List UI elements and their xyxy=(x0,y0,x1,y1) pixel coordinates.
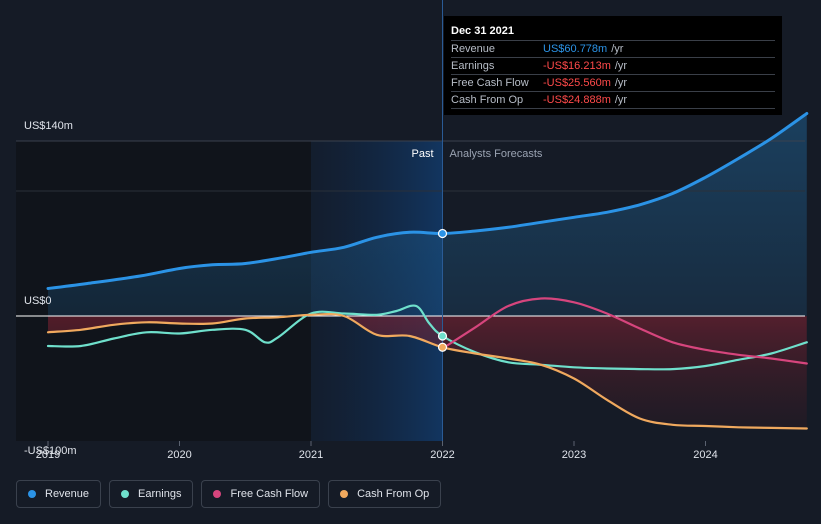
chart-gridlines xyxy=(16,0,805,446)
legend-dot-icon xyxy=(121,490,130,498)
legend-dot-icon xyxy=(340,490,349,498)
tooltip-value: US$60.778m xyxy=(543,43,608,55)
tooltip-row-earnings: Earnings -US$16.213m /yr xyxy=(451,58,775,75)
tooltip-value: -US$25.560m xyxy=(543,77,611,89)
legend-item-earnings[interactable]: Earnings xyxy=(109,480,194,508)
marker-earnings xyxy=(437,331,448,341)
y-tick-label: -US$100m xyxy=(24,445,77,457)
tooltip-row-revenue: Revenue US$60.778m /yr xyxy=(451,41,775,58)
x-tick-label: 2021 xyxy=(299,449,323,461)
tooltip-value: -US$24.888m xyxy=(543,94,611,106)
tooltip-unit: /yr xyxy=(614,94,628,106)
marker-revenue xyxy=(437,228,448,239)
legend-dot-icon xyxy=(213,490,222,498)
forecast-label: Analysts Forecasts xyxy=(450,148,543,160)
tooltip: Dec 31 2021 Revenue US$60.778m /yr Earni… xyxy=(444,16,782,115)
tooltip-value: -US$16.213m xyxy=(543,60,611,72)
negative-area xyxy=(48,314,807,429)
legend-label: Revenue xyxy=(45,488,90,500)
legend-item-free-cash-flow[interactable]: Free Cash Flow xyxy=(201,480,321,508)
legend-label: Cash From Op xyxy=(357,488,430,500)
chart-legend: Revenue Earnings Free Cash Flow Cash Fro… xyxy=(16,480,442,508)
y-tick-label: US$0 xyxy=(24,295,52,307)
legend-label: Free Cash Flow xyxy=(230,488,309,500)
x-tick-label: 2020 xyxy=(167,449,191,461)
marker-cash-from-op xyxy=(437,342,448,352)
series-line-cash-from-op xyxy=(46,312,808,430)
tooltip-unit: /yr xyxy=(614,60,628,72)
legend-item-revenue[interactable]: Revenue xyxy=(16,480,102,508)
tooltip-date: Dec 31 2021 xyxy=(451,22,775,41)
past-label: Past xyxy=(411,148,433,160)
tooltip-row-cash-from-op: Cash From Op -US$24.888m /yr xyxy=(451,92,775,109)
x-tick-label: 2022 xyxy=(430,449,454,461)
tooltip-label: Free Cash Flow xyxy=(451,77,529,89)
tooltip-row-free-cash-flow: Free Cash Flow -US$25.560m /yr xyxy=(451,75,775,92)
x-tick-label: 2024 xyxy=(693,449,717,461)
series-line-earnings xyxy=(46,304,808,371)
legend-dot-icon xyxy=(28,490,36,498)
chart-markers xyxy=(437,228,448,352)
tooltip-unit: /yr xyxy=(611,43,624,55)
tooltip-unit: /yr xyxy=(614,77,628,89)
tooltip-label: Revenue xyxy=(451,43,496,55)
x-tick-label: 2019 xyxy=(36,449,60,461)
y-tick-label: US$140m xyxy=(24,120,73,132)
legend-label: Earnings xyxy=(138,488,182,500)
tooltip-label: Cash From Op xyxy=(451,94,524,106)
x-tick-label: 2023 xyxy=(562,449,586,461)
series-line-free-cash-flow xyxy=(441,297,808,365)
legend-item-cash-from-op[interactable]: Cash From Op xyxy=(328,480,442,508)
tooltip-label: Earnings xyxy=(451,60,495,72)
